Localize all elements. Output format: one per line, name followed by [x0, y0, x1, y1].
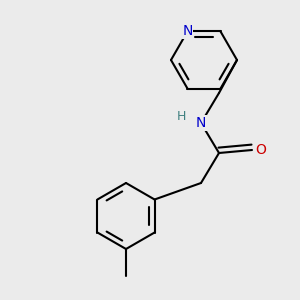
Text: H: H	[177, 110, 186, 124]
Text: O: O	[256, 143, 266, 157]
Text: N: N	[196, 116, 206, 130]
Text: N: N	[182, 24, 193, 38]
